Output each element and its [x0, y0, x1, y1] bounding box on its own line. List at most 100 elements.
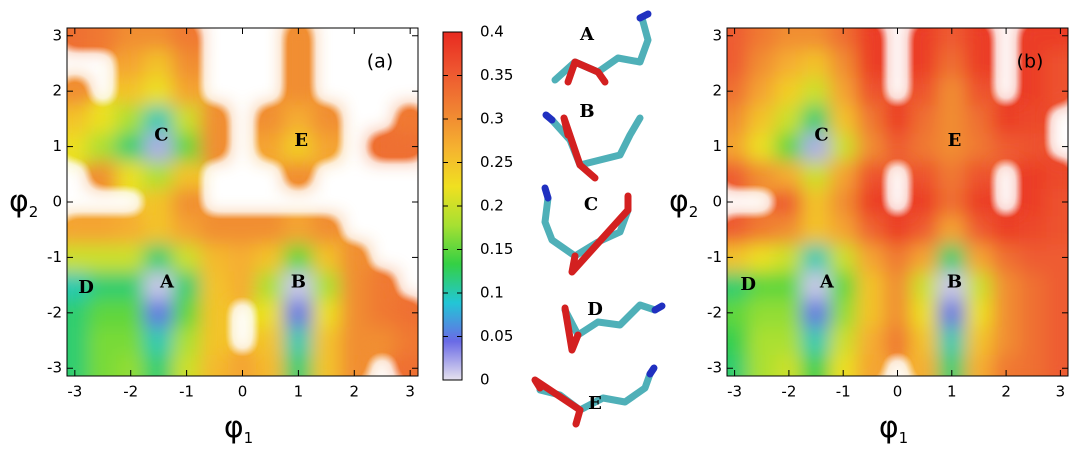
- heatmap-cell: [67, 28, 90, 51]
- heatmap-cell: [829, 187, 858, 217]
- heatmap-cell: [116, 326, 146, 355]
- heatmap-cell: [1046, 270, 1068, 300]
- heatmap-cell: [228, 353, 257, 376]
- heatmap-cell: [964, 326, 994, 355]
- heatmap-cell: [1046, 243, 1068, 272]
- heatmap-cell: [67, 353, 90, 376]
- heatmap-cell: [747, 49, 776, 78]
- y-axis-label: φ2: [669, 184, 698, 221]
- point-label: E: [948, 130, 962, 151]
- heatmap-cell: [937, 49, 966, 78]
- heatmap-cell: [283, 353, 313, 376]
- heatmap-cell: [200, 326, 230, 355]
- point-label: E: [294, 130, 308, 151]
- heatmap-cell: [992, 353, 1021, 376]
- heatmap-cell: [883, 104, 912, 134]
- heatmap-cell: [883, 132, 912, 161]
- heatmap-cell: [1019, 270, 1048, 300]
- y-tick-label: -1: [707, 248, 722, 266]
- heatmap-cell: [747, 104, 776, 134]
- heatmap-cell: [992, 215, 1021, 245]
- heatmap-cell: [937, 132, 966, 161]
- heatmap-cell: [1046, 76, 1068, 106]
- heatmap-cell: [395, 353, 418, 376]
- heatmap-cell: [829, 298, 858, 328]
- heatmap-cell: [1019, 298, 1048, 328]
- heatmap-cell: [116, 353, 146, 376]
- colorbar-tick-label: 0.15: [480, 240, 513, 258]
- heatmap-cell: [255, 132, 285, 161]
- heatmap-cell: [283, 104, 313, 134]
- heatmap-cell: [1046, 326, 1068, 355]
- y-tick-label: -3: [47, 359, 62, 377]
- heatmap-cell: [829, 76, 858, 106]
- y-axis-subscript: 2: [29, 203, 39, 221]
- heatmap-cell: [228, 215, 257, 245]
- heatmap-cell: [937, 270, 966, 300]
- heatmap-cell: [200, 243, 230, 272]
- y-tick-label: 3: [52, 26, 62, 44]
- y-tick-label: 0: [52, 193, 62, 211]
- y-tick-label: 3: [712, 26, 722, 44]
- heatmap-cell: [801, 270, 831, 300]
- point-label: A: [159, 271, 175, 292]
- x-tick-label: 3: [405, 383, 415, 401]
- heatmap-cell: [829, 326, 858, 355]
- heatmap-cell: [200, 270, 230, 300]
- heatmap-cell: [88, 159, 118, 189]
- heatmap-cell: [856, 215, 885, 245]
- heatmap-cell: [339, 270, 369, 300]
- heatmap-cell: [172, 76, 202, 106]
- heatmap-cell: [910, 159, 939, 189]
- heatmap-cell: [88, 270, 118, 300]
- x-tick-label: 2: [1001, 383, 1011, 401]
- heatmap-cell: [856, 270, 885, 300]
- heatmap-cell: [311, 353, 341, 376]
- heatmap-cell: [910, 49, 939, 78]
- colorbar-tick-label: 0.1: [480, 284, 504, 302]
- heatmap-cell: [910, 298, 939, 328]
- heatmap-cell: [144, 49, 174, 78]
- heatmap-cell: [200, 104, 230, 134]
- heatmap-cell: [367, 298, 397, 328]
- heatmap-cell: [910, 132, 939, 161]
- heatmap-cell: [747, 28, 776, 51]
- heatmap-cell: [339, 298, 369, 328]
- point-label: C: [154, 125, 168, 146]
- heatmap-cell: [116, 298, 146, 328]
- heatmap-cell: [311, 243, 341, 272]
- heatmap-cell: [283, 326, 313, 355]
- heatmap-cell: [144, 353, 174, 376]
- heatmap-cell: [937, 159, 966, 189]
- heatmap-cell: [747, 243, 776, 272]
- x-tick-label: -1: [179, 383, 194, 401]
- x-axis-symbol: φ: [224, 410, 244, 445]
- x-axis-label: φ1: [224, 410, 253, 447]
- heatmap-cell: [774, 187, 803, 217]
- heatmap-cell: [144, 243, 174, 272]
- heatmap-cell: [283, 243, 313, 272]
- x-tick-label: -3: [727, 383, 742, 401]
- heatmap-cell: [856, 353, 885, 376]
- heatmap-cell: [829, 132, 858, 161]
- y-axis-symbol: φ: [9, 184, 29, 219]
- structure-label: C: [584, 194, 598, 215]
- colorbar-tick-label: 0.2: [480, 197, 504, 215]
- heatmap-cell: [747, 326, 776, 355]
- heatmap-cell: [1046, 215, 1068, 245]
- heatmap-cell: [801, 353, 831, 376]
- x-tick-label: 0: [238, 383, 248, 401]
- x-tick-label: 1: [294, 383, 304, 401]
- heatmap-cell: [774, 132, 803, 161]
- heatmap-cell: [1046, 28, 1068, 51]
- heatmap-cell: [311, 270, 341, 300]
- heatmap-cell: [829, 104, 858, 134]
- heatmap-cell: [727, 270, 749, 300]
- heatmap-cell: [801, 28, 831, 51]
- heatmap-cell: [339, 353, 369, 376]
- heatmap-cell: [172, 187, 202, 217]
- heatmap-cell: [727, 215, 749, 245]
- heatmap-cell: [747, 159, 776, 189]
- heatmap-cell: [67, 326, 90, 355]
- heatmap-cell: [200, 353, 230, 376]
